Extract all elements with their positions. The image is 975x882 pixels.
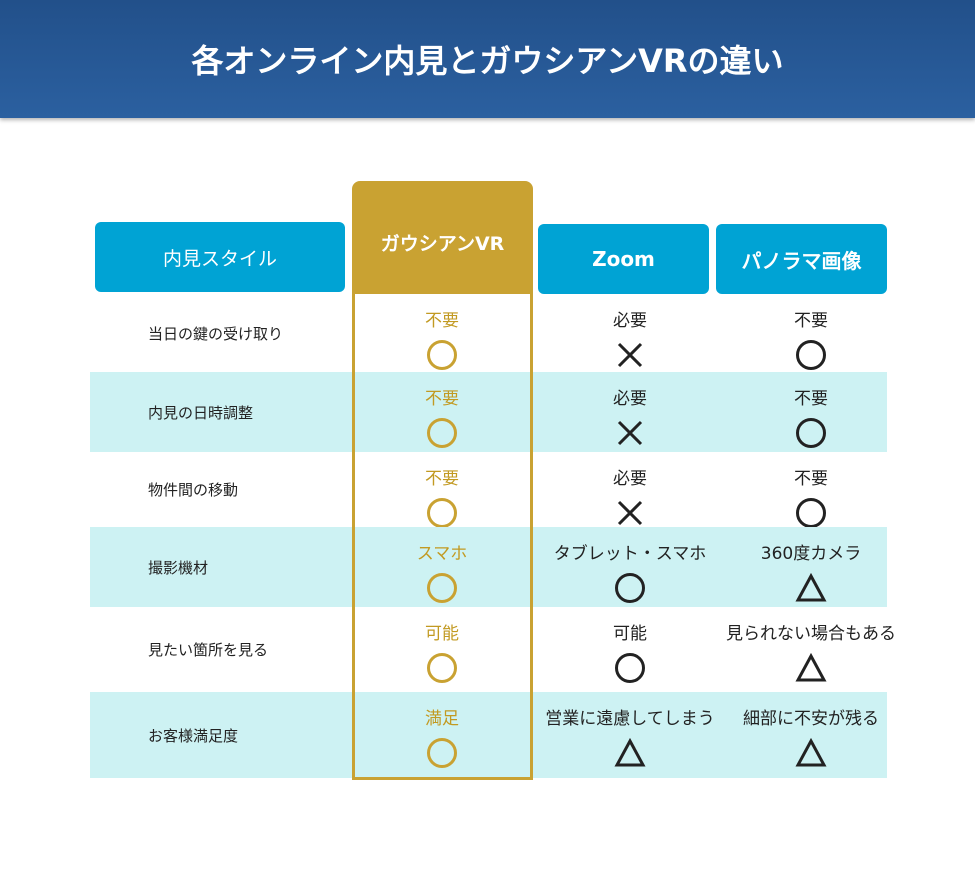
cell-text: 不要 xyxy=(794,389,828,409)
cell-text: 必要 xyxy=(613,311,647,331)
triangle-mark-icon xyxy=(614,737,646,767)
cell-text: 不要 xyxy=(794,311,828,331)
cell-panorama: 細部に不安が残る xyxy=(711,704,911,770)
cell-zoom: 営業に遠慮してしまう xyxy=(530,704,730,770)
circle-mark-icon xyxy=(427,653,457,683)
cell-text: 不要 xyxy=(425,311,459,331)
cell-text: 必要 xyxy=(613,469,647,489)
table-row: お客様満足度 満足 営業に遠慮してしまう 細部に不安が残る xyxy=(90,692,887,778)
cell-text: 可能 xyxy=(425,624,459,644)
circle-mark-icon xyxy=(427,340,457,370)
cross-mark-icon xyxy=(617,500,643,526)
cell-text: 360度カメラ xyxy=(760,544,862,564)
row-label: 物件間の移動 xyxy=(148,481,239,499)
cell-zoom: 必要 xyxy=(530,306,730,372)
circle-mark-icon xyxy=(796,340,826,370)
cell-gaussian: 不要 xyxy=(342,306,542,372)
cell-text: 不要 xyxy=(425,389,459,409)
cell-panorama: 不要 xyxy=(711,464,911,530)
cell-zoom: 必要 xyxy=(530,464,730,530)
cell-zoom: 必要 xyxy=(530,384,730,450)
row-label: お客様満足度 xyxy=(148,726,239,745)
cell-gaussian: 不要 xyxy=(342,384,542,450)
cell-panorama: 不要 xyxy=(711,384,911,450)
cell-text: 見られない場合もある xyxy=(726,624,896,644)
cell-gaussian: 不要 xyxy=(342,464,542,530)
header-zoom: Zoom xyxy=(538,224,709,294)
header-panorama: パノラマ画像 xyxy=(716,224,887,294)
cell-text: 細部に不安が残る xyxy=(743,709,879,729)
table-row: 撮影機材 スマホ タブレット・スマホ 360度カメラ xyxy=(90,527,887,607)
table-row: 当日の鍵の受け取り 不要 必要 不要 xyxy=(90,294,887,372)
circle-mark-icon xyxy=(796,498,826,528)
cell-text: 可能 xyxy=(613,624,647,644)
circle-mark-icon xyxy=(427,738,457,768)
page-title: 各オンライン内見とガウシアンVRの違い xyxy=(191,42,784,80)
cell-text: 満足 xyxy=(425,709,459,729)
table-row: 物件間の移動 不要 必要 不要 xyxy=(90,452,887,530)
table-row: 内見の日時調整 不要 必要 不要 xyxy=(90,372,887,452)
circle-mark-icon xyxy=(796,418,826,448)
cell-panorama: 不要 xyxy=(711,306,911,372)
cross-mark-icon xyxy=(617,342,643,368)
circle-mark-icon xyxy=(615,573,645,603)
row-label: 見たい箇所を見る xyxy=(148,641,269,659)
cell-text: 必要 xyxy=(613,389,647,409)
cell-text: 不要 xyxy=(794,469,828,489)
row-label: 内見の日時調整 xyxy=(148,403,254,422)
triangle-mark-icon xyxy=(795,572,827,602)
header-style: 内見スタイル xyxy=(95,222,345,292)
cell-text: タブレット・スマホ xyxy=(553,544,707,564)
header-gaussian-vr: ガウシアンVR xyxy=(352,181,533,294)
circle-mark-icon xyxy=(427,573,457,603)
cell-zoom: 可能 xyxy=(530,619,730,685)
cell-text: スマホ xyxy=(416,544,468,564)
triangle-mark-icon xyxy=(795,652,827,682)
cell-text: 営業に遠慮してしまう xyxy=(545,709,715,729)
cell-zoom: タブレット・スマホ xyxy=(530,539,730,605)
circle-mark-icon xyxy=(615,653,645,683)
table-row: 見たい箇所を見る 可能 可能 見られない場合もある xyxy=(90,607,896,692)
cross-mark-icon xyxy=(617,420,643,446)
circle-mark-icon xyxy=(427,418,457,448)
cell-gaussian: 満足 xyxy=(342,704,542,770)
cell-panorama: 360度カメラ xyxy=(711,539,911,605)
row-label: 撮影機材 xyxy=(148,558,209,577)
cell-gaussian: スマホ xyxy=(342,539,542,605)
cell-text: 不要 xyxy=(425,469,459,489)
row-label: 当日の鍵の受け取り xyxy=(148,324,284,343)
circle-mark-icon xyxy=(427,498,457,528)
cell-panorama: 見られない場合もある xyxy=(711,619,911,685)
triangle-mark-icon xyxy=(795,737,827,767)
cell-gaussian: 可能 xyxy=(342,619,542,685)
page-header: 各オンライン内見とガウシアンVRの違い xyxy=(0,0,975,118)
